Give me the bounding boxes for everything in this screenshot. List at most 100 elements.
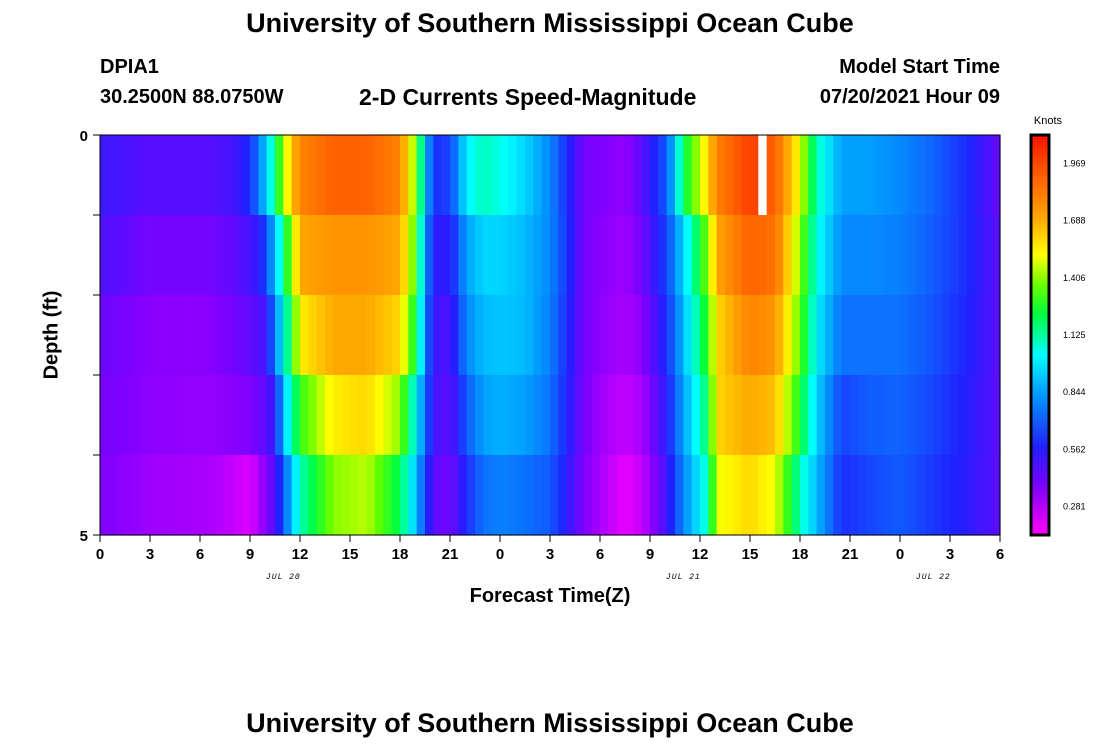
heat-cell: [216, 375, 226, 456]
heat-cell: [725, 215, 734, 296]
heat-cell: [200, 215, 209, 296]
heat-cell: [908, 135, 918, 216]
heat-cell: [941, 215, 951, 296]
heat-cell: [575, 455, 584, 536]
heat-cell: [883, 135, 893, 216]
heat-cell: [175, 295, 184, 376]
heat-cell: [808, 215, 818, 296]
y-axis-ticks: 05: [80, 128, 100, 545]
heat-cell: [416, 135, 426, 216]
heat-cell: [275, 375, 284, 456]
x-axis-label-text: Forecast Time(Z): [469, 585, 631, 607]
heat-cell: [625, 375, 634, 456]
heat-cell: [150, 215, 159, 296]
heat-cell: [683, 295, 693, 376]
heat-cell: [708, 215, 718, 296]
station-id: DPIA1: [100, 56, 159, 78]
heat-cell: [566, 135, 576, 216]
heat-cell: [800, 375, 809, 456]
heat-cell: [366, 375, 376, 456]
heat-cell: [816, 215, 826, 296]
heat-cell: [916, 215, 926, 296]
heat-cell: [141, 295, 151, 376]
heat-cell: [491, 375, 501, 456]
heat-cell: [133, 455, 143, 536]
heat-cell: [600, 295, 609, 376]
heat-cell: [900, 215, 909, 296]
heat-cell: [550, 455, 559, 536]
heat-cell: [400, 295, 409, 376]
heat-cell: [533, 135, 543, 216]
heat-cell: [783, 295, 793, 376]
heat-cell: [250, 135, 259, 216]
x-tick-label: 12: [692, 546, 709, 563]
heat-cell: [100, 135, 109, 216]
heat-cell: [666, 135, 676, 216]
heat-cell: [458, 375, 468, 456]
heat-cell: [750, 215, 759, 296]
heat-cell: [333, 455, 343, 536]
heat-cell: [891, 215, 901, 296]
heat-cell: [325, 295, 334, 376]
heat-cell: [750, 375, 759, 456]
heat-cell: [150, 455, 159, 536]
heat-cell: [950, 135, 959, 216]
heat-cell: [191, 295, 201, 376]
x-tick-label: 6: [996, 546, 1004, 563]
heat-cell: [883, 375, 893, 456]
heat-cell: [233, 295, 243, 376]
heat-cell: [166, 295, 176, 376]
colorbar-ticks: 1.969 1.688 1.406 1.125 0.844 0.562 0.281: [1063, 159, 1086, 512]
heat-cell: [100, 375, 109, 456]
heat-cell: [666, 215, 676, 296]
heatmap-cells: [100, 135, 1001, 536]
heat-cell: [841, 215, 851, 296]
heat-cell: [566, 455, 576, 536]
heat-cell: [891, 135, 901, 216]
heat-cell: [958, 455, 968, 536]
heat-cell: [758, 215, 768, 296]
heat-cell: [908, 455, 918, 536]
heat-cell: [291, 295, 301, 376]
heat-cell: [441, 375, 451, 456]
heat-cell: [866, 135, 876, 216]
heat-cell: [283, 375, 293, 456]
heat-cell: [150, 135, 159, 216]
heat-cell: [175, 215, 184, 296]
heat-cell: [200, 455, 209, 536]
heat-cell-missing: [758, 135, 768, 216]
colorbar-tick-label: 1.125: [1063, 330, 1086, 340]
heat-cell: [525, 375, 534, 456]
heat-cell: [608, 455, 618, 536]
heat-cell: [266, 215, 276, 296]
y-tick-label: 5: [80, 528, 88, 545]
heat-cell: [633, 215, 643, 296]
heat-cell: [733, 375, 743, 456]
heat-cell: [208, 295, 218, 376]
heat-cell: [116, 375, 126, 456]
heat-cell: [475, 135, 484, 216]
heat-cell: [233, 375, 243, 456]
heat-cell: [508, 295, 518, 376]
heat-cell: [750, 295, 759, 376]
x-tick-label: 9: [246, 546, 254, 563]
heat-cell: [650, 455, 659, 536]
heat-cell: [116, 295, 126, 376]
heat-cell: [366, 215, 376, 296]
heat-cell: [675, 375, 684, 456]
heat-cell: [366, 455, 376, 536]
heat-cell: [275, 455, 284, 536]
heat-cell: [233, 135, 243, 216]
heat-cell: [975, 295, 984, 376]
heat-cell: [400, 215, 409, 296]
heat-cell: [875, 295, 884, 376]
heat-cell: [458, 215, 468, 296]
heat-cell: [983, 375, 993, 456]
heat-cell: [500, 455, 509, 536]
heat-cell: [400, 375, 409, 456]
heat-cell: [358, 295, 368, 376]
heat-cell: [450, 215, 459, 296]
heat-cell: [333, 215, 343, 296]
chart-subtitle: 2-D Currents Speed-Magnitude: [359, 84, 697, 110]
heat-cell: [300, 135, 309, 216]
